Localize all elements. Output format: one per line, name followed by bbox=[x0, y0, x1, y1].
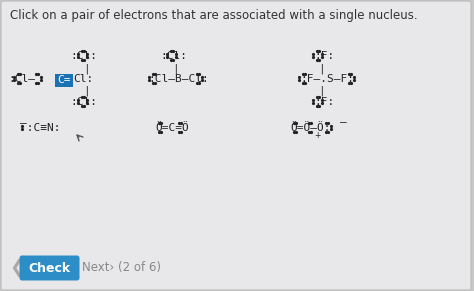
FancyBboxPatch shape bbox=[19, 255, 80, 281]
Text: |: | bbox=[83, 86, 90, 97]
Text: :Cl:: :Cl: bbox=[70, 51, 97, 61]
Text: :Cl:: :Cl: bbox=[160, 51, 187, 61]
Text: Click on a pair of electrons that are associated with a single nucleus.: Click on a pair of electrons that are as… bbox=[10, 9, 418, 22]
Text: Next› (2 of 6): Next› (2 of 6) bbox=[82, 262, 161, 274]
Text: :Cl—: :Cl— bbox=[8, 74, 35, 84]
Text: |: | bbox=[318, 63, 325, 74]
Text: :Cl:: :Cl: bbox=[70, 97, 97, 107]
Text: C=: C= bbox=[57, 75, 71, 85]
Text: Cl:: Cl: bbox=[73, 74, 93, 84]
Text: Ö=Ö—Ö:: Ö=Ö—Ö: bbox=[290, 123, 330, 133]
Text: ̅: ̅ bbox=[340, 122, 347, 132]
Text: Ö=C=Ö: Ö=C=Ö bbox=[155, 123, 189, 133]
Text: :Cl—B—Cl:: :Cl—B—Cl: bbox=[148, 74, 209, 84]
Text: Check: Check bbox=[28, 262, 71, 274]
Text: :F:: :F: bbox=[314, 51, 334, 61]
Text: ̅:C≡N:: ̅:C≡N: bbox=[20, 123, 61, 133]
Text: :F—.S—F:: :F—.S—F: bbox=[300, 74, 354, 84]
Text: |: | bbox=[318, 86, 325, 97]
Text: :F:: :F: bbox=[314, 97, 334, 107]
Text: |: | bbox=[172, 63, 179, 74]
Text: |: | bbox=[83, 63, 90, 74]
FancyBboxPatch shape bbox=[55, 74, 73, 87]
Text: +: + bbox=[314, 131, 320, 140]
Text: ❮: ❮ bbox=[9, 259, 24, 277]
